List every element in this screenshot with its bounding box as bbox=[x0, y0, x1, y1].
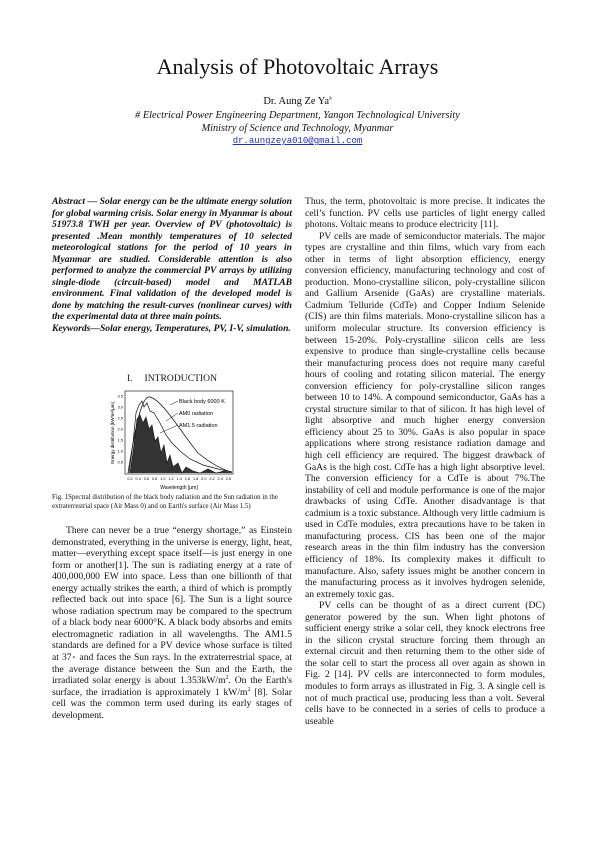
x-tick-label: 1.2 bbox=[168, 477, 173, 481]
legend-pointer bbox=[165, 412, 179, 422]
email[interactable]: dr.aungzeya010@gmail.com bbox=[232, 136, 363, 146]
legend-pointer bbox=[159, 424, 179, 434]
y-tick-label: 2.0 bbox=[117, 427, 123, 432]
author: Dr. Aung Ze Yaa bbox=[0, 95, 595, 108]
author-name: Dr. Aung Ze Ya bbox=[263, 96, 329, 107]
body-left: There can never be a true “energy shorta… bbox=[52, 525, 292, 721]
title: Analysis of Photovoltaic Arrays bbox=[156, 54, 439, 79]
figure-caption: Fig. 1Spectral distribution of the black… bbox=[52, 494, 278, 510]
plot-frame bbox=[124, 390, 234, 475]
x-tick-label: 0.4 bbox=[136, 477, 141, 481]
paragraph: PV cells are made of semiconductor mater… bbox=[305, 231, 545, 601]
paragraph: Thus, the term, photovoltaic is more pre… bbox=[305, 196, 545, 231]
affiliation-line: Ministry of Science and Technology, Myan… bbox=[201, 122, 394, 134]
y-tick-label: 3.0 bbox=[117, 405, 123, 410]
section-title: INTRODUCTION bbox=[144, 373, 218, 384]
abstract: Abstract — Solar energy can be the ultim… bbox=[52, 196, 292, 323]
affiliation: # Electrical Power Engineering Departmen… bbox=[0, 110, 595, 135]
text-run: Thus, the term, photovoltaic is more pre… bbox=[305, 196, 545, 231]
y-tick-label: 3.5 bbox=[117, 394, 123, 399]
text-run: There can never be a true “energy shorta… bbox=[52, 525, 292, 687]
x-tick-label: 0.2 bbox=[127, 477, 132, 481]
text-run: [8]. Solar cell was the common term used… bbox=[52, 686, 292, 721]
x-tick-label: 2.0 bbox=[201, 477, 206, 481]
x-axis-label: Wavelength [μm] bbox=[160, 485, 198, 491]
legend-label: AM1.5 radiation bbox=[179, 423, 218, 429]
body-right: Thus, the term, photovoltaic is more pre… bbox=[305, 196, 545, 727]
am15-curve bbox=[129, 414, 233, 474]
section-heading: I. INTRODUCTION bbox=[52, 373, 292, 384]
x-tick-label: 1.6 bbox=[185, 477, 190, 481]
legend-label: AM0 radiation bbox=[179, 411, 213, 417]
y-tick-label: 2.5 bbox=[117, 416, 123, 421]
y-axis-label: Energy distribution [kW/m²/μm] bbox=[110, 402, 115, 464]
section-number: I. bbox=[126, 373, 133, 384]
keywords: Keywords—Solar energy, Temperatures, PV,… bbox=[52, 323, 291, 334]
text-run: PV cells can be thought of as a direct c… bbox=[305, 600, 545, 727]
x-tick-label: 0.6 bbox=[144, 477, 149, 481]
x-tick-label: 1.0 bbox=[160, 477, 165, 481]
legend-pointer bbox=[169, 400, 179, 406]
legend-label: Black body 6000 K bbox=[179, 399, 225, 405]
y-tick-label: 0.5 bbox=[117, 460, 123, 465]
affiliation-line: # Electrical Power Engineering Departmen… bbox=[135, 110, 460, 121]
x-tick-label: 2.2 bbox=[209, 477, 214, 481]
superscript: 2 bbox=[225, 674, 229, 681]
text-run: . On the Earth's surface, the irradiatio… bbox=[52, 675, 292, 698]
paragraph: PV cells can be thought of as a direct c… bbox=[305, 600, 545, 727]
author-sup: a bbox=[328, 95, 332, 102]
x-tick-label: 1.8 bbox=[193, 477, 198, 481]
paragraph: There can never be a true “energy shorta… bbox=[52, 525, 292, 721]
y-tick-label: 1.5 bbox=[117, 438, 123, 443]
text-run: PV cells are made of semiconductor mater… bbox=[305, 230, 545, 600]
x-tick-label: 2.4 bbox=[218, 477, 223, 481]
y-tick-label: 1.0 bbox=[117, 449, 123, 454]
x-tick-label: 1.4 bbox=[177, 477, 182, 481]
am0-curve bbox=[128, 400, 233, 474]
figure: 0.51.01.52.02.53.03.50.2 0.4 0.6 0.8 1.0 1.2 1… bbox=[110, 390, 234, 491]
x-tick-label: 0.8 bbox=[152, 477, 157, 481]
x-tick-label: 2.6 bbox=[226, 477, 231, 481]
superscript: 2 bbox=[247, 686, 251, 693]
